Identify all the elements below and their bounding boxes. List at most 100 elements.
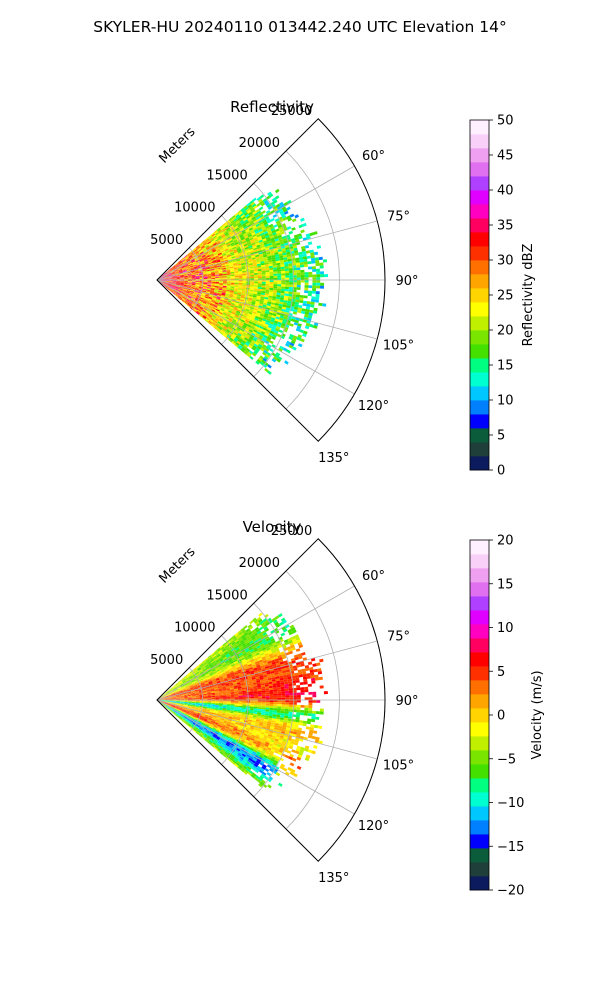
- field-cell: [258, 219, 263, 224]
- field-cell: [179, 271, 183, 273]
- field-cell: [185, 685, 189, 688]
- field-cell: [276, 642, 282, 647]
- field-cell: [189, 264, 193, 267]
- field-cell: [310, 301, 315, 305]
- field-cell: [178, 260, 182, 264]
- field-cell: [261, 703, 266, 706]
- field-cell: [160, 282, 164, 285]
- field-cell: [215, 247, 220, 250]
- field-cell: [205, 311, 210, 315]
- field-cell: [260, 296, 265, 299]
- field-cell: [174, 689, 178, 692]
- field-cell: [202, 269, 207, 272]
- field-cell: [211, 240, 216, 244]
- field-cell: [257, 267, 262, 270]
- field-cell: [314, 257, 319, 261]
- field-cell: [235, 647, 240, 651]
- field-cell: [251, 203, 257, 208]
- field-cell: [186, 304, 191, 308]
- field-cell: [271, 302, 276, 305]
- field-cell: [237, 291, 242, 294]
- field-cell: [228, 310, 233, 314]
- field-cell: [222, 253, 227, 257]
- field-cell: [210, 246, 215, 249]
- field-cell: [218, 268, 223, 271]
- field-cell: [266, 211, 272, 216]
- field-cell: [261, 283, 266, 286]
- field-cell: [255, 324, 260, 328]
- field-cell: [183, 287, 187, 290]
- field-cell: [234, 697, 239, 699]
- field-cell: [167, 272, 171, 275]
- field-cell: [283, 300, 288, 303]
- field-cell: [179, 284, 184, 286]
- field-cell: [226, 312, 231, 316]
- field-cell: [254, 252, 259, 256]
- field-cell: [227, 311, 232, 315]
- theta-tick-label: 75°: [387, 209, 410, 224]
- field-cell: [175, 683, 179, 687]
- field-cell: [241, 238, 246, 243]
- field-cell: [186, 298, 190, 302]
- field-cell: [249, 248, 254, 252]
- field-cell: [195, 287, 199, 289]
- field-cell: [253, 286, 258, 289]
- field-cell: [228, 637, 233, 642]
- field-cell: [295, 328, 301, 332]
- field-cell: [201, 665, 205, 669]
- field-cell: [167, 692, 171, 695]
- field-cell: [265, 690, 270, 693]
- field-cell: [265, 707, 270, 710]
- field-cell: [223, 651, 228, 655]
- field-cell: [264, 311, 270, 315]
- field-cell: [244, 349, 249, 354]
- field-cell: [207, 315, 212, 319]
- field-cell: [185, 677, 190, 681]
- field-cell: [216, 653, 220, 657]
- field-cell: [234, 692, 239, 695]
- field-cell: [252, 244, 257, 248]
- field-cell: [297, 309, 302, 314]
- field-cell: [245, 237, 250, 241]
- field-cell: [232, 296, 237, 299]
- field-cell: [246, 325, 251, 330]
- field-cell: [255, 636, 261, 640]
- field-cell: [195, 284, 200, 286]
- field-cell: [315, 262, 320, 267]
- field-cell: [265, 353, 270, 358]
- field-cell: [175, 262, 179, 266]
- field-cell: [288, 293, 293, 297]
- field-cell: [261, 291, 266, 294]
- field-cell: [201, 264, 206, 267]
- field-cell: [235, 255, 240, 258]
- field-cell: [296, 287, 301, 290]
- field-cell: [171, 271, 175, 274]
- field-cell: [195, 665, 200, 669]
- field-cell: [184, 282, 188, 284]
- field-cell: [300, 272, 305, 275]
- field-cell: [227, 665, 232, 669]
- field-cell: [251, 232, 256, 236]
- field-cell: [273, 687, 277, 690]
- field-cell: [203, 277, 208, 279]
- field-cell: [302, 333, 307, 338]
- field-cell: [234, 632, 239, 637]
- field-cell: [252, 638, 257, 642]
- field-cell: [211, 280, 216, 282]
- field-cell: [252, 218, 257, 222]
- field-cell: [304, 277, 309, 280]
- field-cell: [286, 340, 291, 345]
- field-cell: [285, 695, 290, 698]
- field-cell: [184, 683, 189, 686]
- field-cell: [232, 333, 237, 338]
- field-cell: [192, 278, 196, 280]
- field-cell: [193, 308, 198, 312]
- field-cell: [166, 287, 170, 290]
- field-cell: [231, 311, 236, 315]
- field-cell: [222, 244, 227, 248]
- field-cell: [255, 256, 260, 259]
- field-cell: [175, 683, 179, 686]
- field-cell: [229, 324, 234, 328]
- field-cell: [304, 280, 309, 283]
- field-cell: [240, 627, 245, 632]
